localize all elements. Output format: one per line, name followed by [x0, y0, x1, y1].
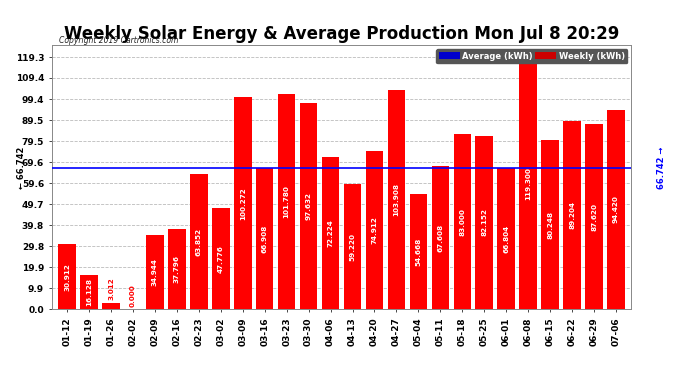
- Text: 66.908: 66.908: [262, 225, 268, 253]
- Bar: [278, 94, 295, 309]
- Text: 103.908: 103.908: [393, 183, 400, 216]
- Text: 47.776: 47.776: [218, 245, 224, 273]
- Text: 30.912: 30.912: [64, 263, 70, 291]
- Bar: [234, 97, 252, 309]
- Bar: [168, 230, 186, 309]
- Text: 101.780: 101.780: [284, 185, 290, 218]
- Text: 54.668: 54.668: [415, 237, 422, 266]
- Text: 119.300: 119.300: [525, 167, 531, 200]
- Bar: [366, 151, 383, 309]
- Text: 59.220: 59.220: [350, 233, 355, 261]
- Bar: [410, 194, 427, 309]
- Bar: [563, 121, 581, 309]
- Text: 67.608: 67.608: [437, 224, 444, 252]
- Bar: [585, 124, 603, 309]
- Bar: [80, 275, 98, 309]
- Text: 97.632: 97.632: [306, 192, 312, 220]
- Bar: [388, 90, 405, 309]
- Bar: [542, 140, 559, 309]
- Legend: Average (kWh), Weekly (kWh): Average (kWh), Weekly (kWh): [436, 49, 627, 63]
- Text: 80.248: 80.248: [547, 210, 553, 238]
- Bar: [300, 103, 317, 309]
- Bar: [344, 184, 362, 309]
- Text: 83.000: 83.000: [460, 208, 465, 236]
- Title: Weekly Solar Energy & Average Production Mon Jul 8 20:29: Weekly Solar Energy & Average Production…: [64, 26, 619, 44]
- Text: 0.000: 0.000: [130, 285, 136, 307]
- Bar: [322, 157, 339, 309]
- Text: 89.204: 89.204: [569, 201, 575, 229]
- Bar: [102, 303, 120, 309]
- Text: 87.620: 87.620: [591, 203, 597, 231]
- Text: 3.012: 3.012: [108, 277, 114, 300]
- Bar: [256, 168, 273, 309]
- Bar: [453, 134, 471, 309]
- Text: 66.742 →: 66.742 →: [658, 147, 667, 189]
- Text: 94.420: 94.420: [613, 196, 619, 223]
- Bar: [59, 244, 76, 309]
- Bar: [212, 209, 230, 309]
- Text: 34.944: 34.944: [152, 258, 158, 286]
- Text: 72.224: 72.224: [328, 219, 333, 247]
- Text: ← 66.742: ← 66.742: [17, 147, 26, 189]
- Bar: [475, 136, 493, 309]
- Text: 63.852: 63.852: [196, 228, 202, 256]
- Bar: [520, 57, 537, 309]
- Bar: [607, 110, 624, 309]
- Text: 100.272: 100.272: [239, 187, 246, 220]
- Text: 74.912: 74.912: [371, 216, 377, 244]
- Text: 66.804: 66.804: [503, 225, 509, 253]
- Bar: [431, 166, 449, 309]
- Bar: [497, 168, 515, 309]
- Text: Copyright 2019 Cartronics.com: Copyright 2019 Cartronics.com: [59, 36, 178, 45]
- Text: 82.152: 82.152: [481, 209, 487, 237]
- Bar: [146, 236, 164, 309]
- Text: 37.796: 37.796: [174, 255, 180, 284]
- Text: 16.128: 16.128: [86, 278, 92, 306]
- Bar: [190, 174, 208, 309]
